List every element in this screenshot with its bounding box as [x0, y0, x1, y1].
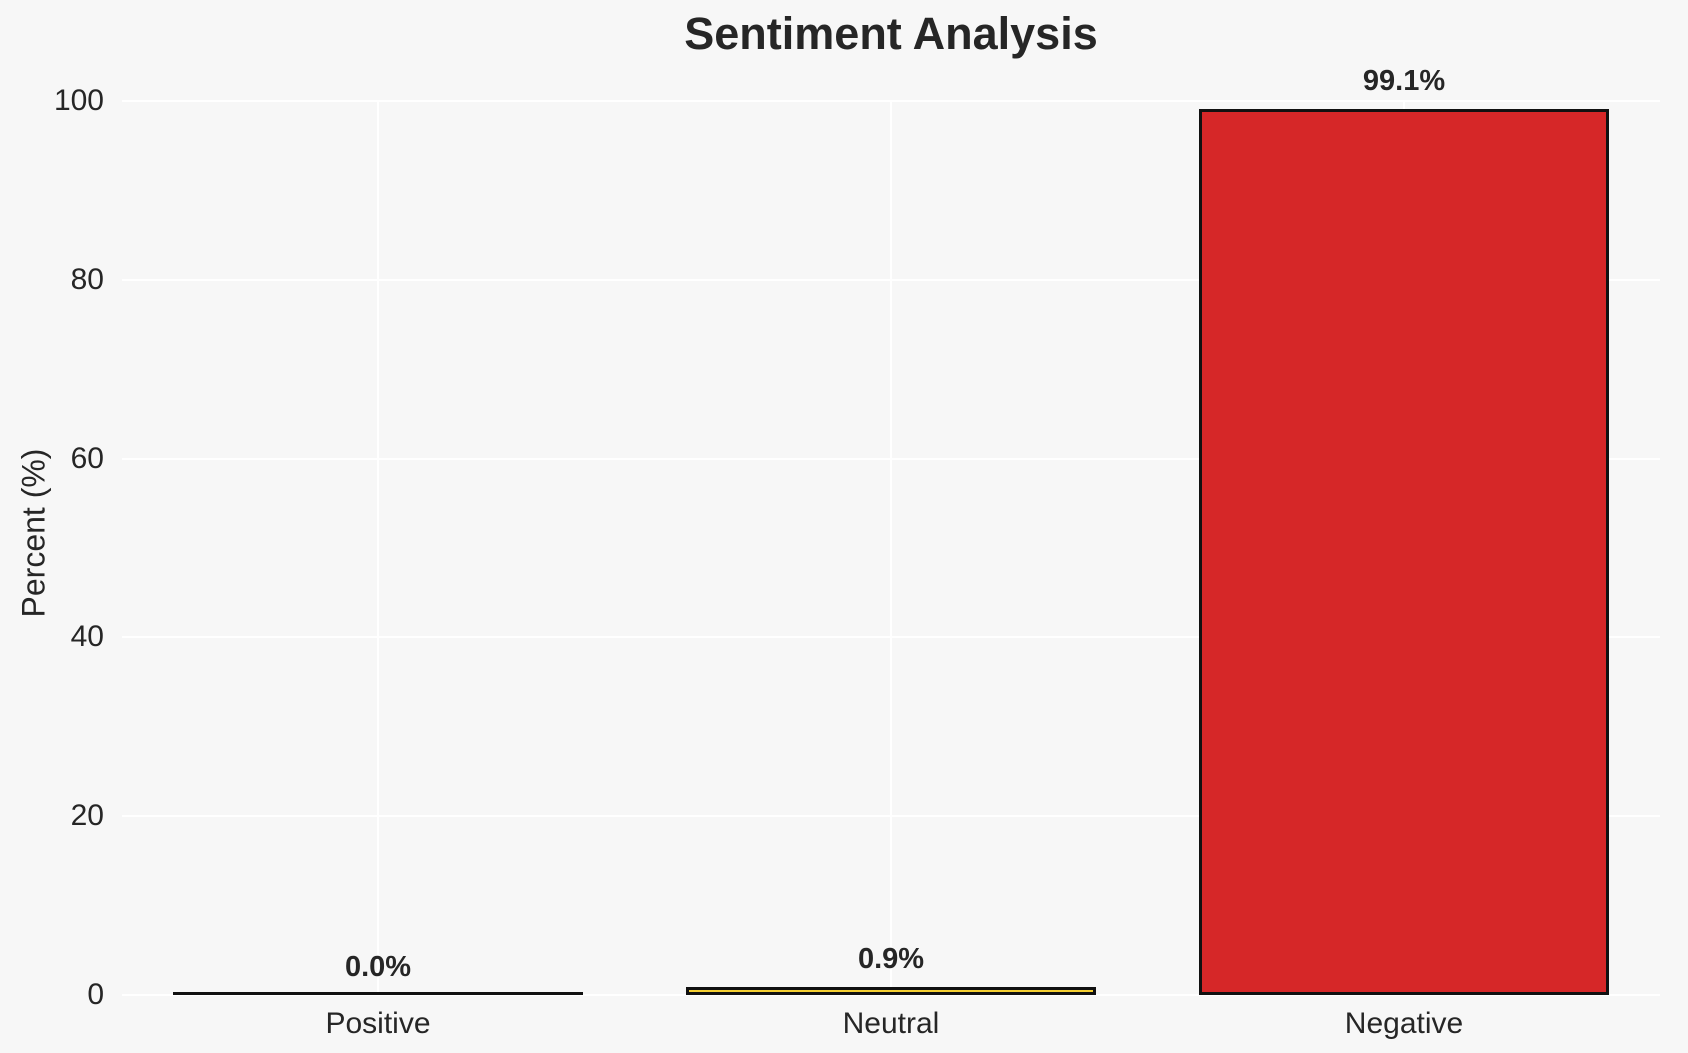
bar-neutral	[686, 987, 1096, 995]
y-gridline	[122, 994, 1660, 996]
x-tick-label-neutral: Neutral	[842, 1007, 940, 1040]
bar-positive	[173, 992, 583, 995]
x-gridline	[377, 101, 380, 995]
y-tick-label: 100	[53, 84, 104, 117]
y-tick-label: 0	[87, 978, 104, 1011]
x-gridline	[890, 101, 892, 995]
y-tick-label: 20	[70, 799, 104, 833]
chart-title: Sentiment Analysis	[684, 8, 1098, 59]
y-tick-label: 60	[70, 441, 104, 475]
bar-value-label: 0.9%	[857, 943, 925, 975]
x-tick-label-positive: Positive	[325, 1007, 431, 1040]
bar-value-label: 0.0%	[344, 951, 412, 983]
x-tick-label-negative: Negative	[1344, 1007, 1464, 1040]
bar-value-label: 99.1%	[1362, 65, 1446, 97]
y-tick-label: 80	[70, 262, 104, 296]
y-tick-label: 40	[70, 620, 104, 654]
bar-negative	[1199, 109, 1609, 995]
